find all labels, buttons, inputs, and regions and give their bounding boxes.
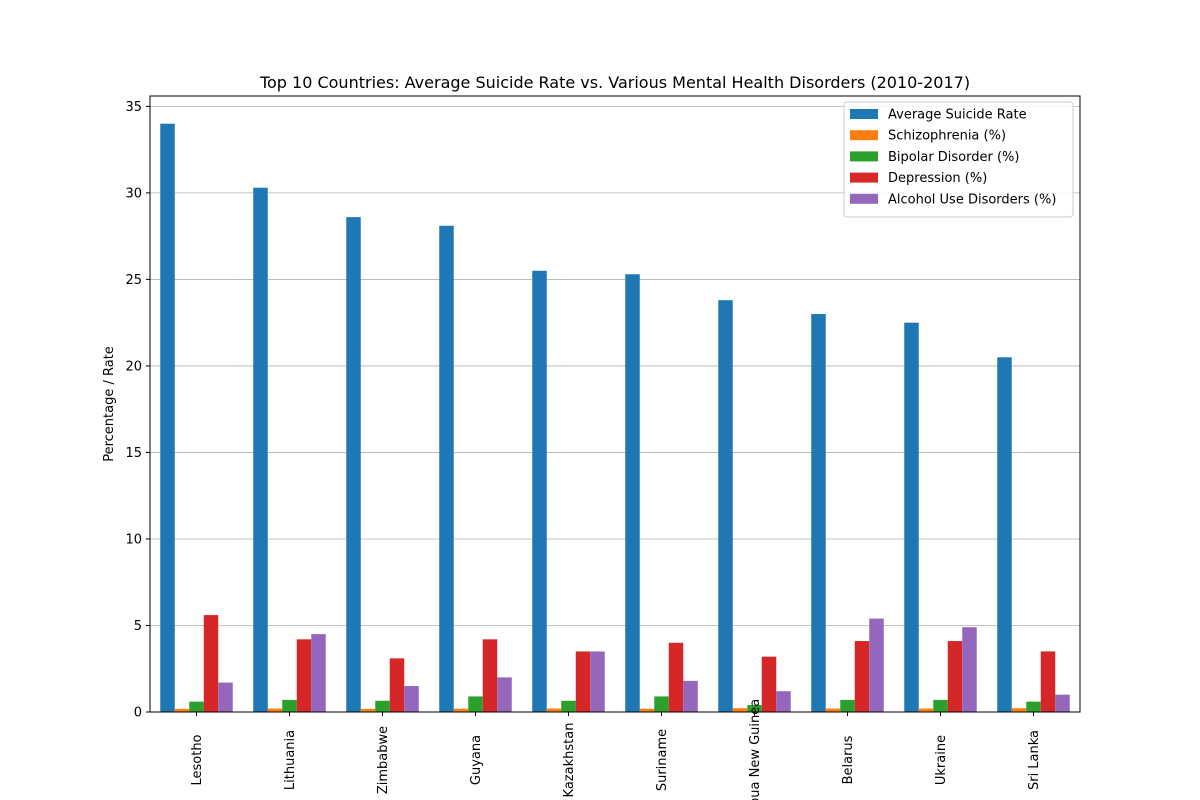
bar — [482, 639, 498, 712]
bar — [404, 686, 419, 712]
bar — [904, 322, 919, 712]
bar — [811, 314, 826, 712]
y-tick-label: 5 — [134, 619, 142, 634]
bar — [869, 618, 884, 712]
bar — [375, 700, 390, 712]
legend-label: Schizophrenia (%) — [888, 129, 1006, 144]
bar — [747, 705, 762, 712]
legend-frame — [843, 101, 1074, 218]
x-tick-label: Guyana — [469, 735, 484, 785]
bar — [497, 677, 512, 712]
x-tick-label: Belarus — [841, 735, 856, 784]
plot-frame — [149, 95, 1081, 713]
bar — [918, 708, 934, 712]
bar — [282, 699, 297, 712]
bar — [311, 634, 326, 712]
bar — [590, 651, 605, 712]
x-tick-label: Kazakhstan — [562, 723, 577, 798]
bar — [761, 656, 777, 712]
bar — [174, 708, 190, 712]
bar — [1055, 694, 1070, 712]
y-tick-label: 35 — [125, 100, 142, 115]
bar — [346, 217, 361, 712]
bar — [160, 123, 175, 712]
x-tick-label: Suriname — [655, 729, 670, 791]
legend-swatch — [850, 193, 878, 204]
x-tick-label: Ukraine — [934, 735, 949, 785]
bar — [1026, 701, 1041, 712]
bar — [854, 641, 870, 712]
y-axis-label: Percentage / Rate — [102, 346, 117, 462]
bar — [296, 639, 312, 712]
bars — [160, 123, 1070, 713]
bar — [1040, 651, 1056, 712]
bar — [776, 691, 791, 712]
bar — [360, 708, 376, 712]
bar — [468, 696, 483, 712]
x-tick-label: Zimbabwe — [376, 726, 391, 794]
bar — [575, 651, 591, 712]
legend-label: Average Suicide Rate — [888, 108, 1027, 123]
bar — [561, 700, 576, 712]
bar — [1011, 708, 1027, 712]
bar — [654, 696, 669, 712]
bar — [683, 680, 698, 712]
bar — [625, 274, 640, 712]
y-tick-label: 30 — [125, 186, 142, 201]
y-tick-label: 20 — [125, 359, 142, 374]
bar — [203, 615, 219, 712]
y-axis: 0 5 10 15 20 25 30 35 — [125, 100, 150, 721]
legend-swatch — [850, 172, 878, 183]
legend-swatch — [850, 109, 878, 119]
y-tick-label: 0 — [134, 706, 142, 721]
legend: Average Suicide Rate Schizophrenia (%) Bip… — [843, 101, 1074, 218]
bar — [532, 270, 547, 712]
bar — [218, 682, 233, 712]
bar — [840, 699, 855, 712]
y-tick-label: 10 — [125, 532, 142, 547]
bar — [453, 708, 469, 712]
x-tick-label: Lithuania — [283, 730, 298, 790]
gridlines — [150, 105, 1080, 626]
bar — [439, 225, 454, 713]
y-tick-label: 15 — [125, 446, 142, 461]
legend-swatch — [850, 130, 878, 141]
bar — [947, 641, 963, 712]
bar — [997, 357, 1012, 712]
x-axis: Lesotho Lithuania Zimbabwe Guyana Kazakhstan… — [190, 699, 1042, 800]
legend-label: Alcohol Use Disorders (%) — [888, 192, 1056, 207]
x-tick-label: Papua New Guinea — [748, 699, 763, 800]
bar — [962, 627, 977, 712]
bar — [639, 708, 655, 712]
x-tick-label: Lesotho — [190, 734, 205, 785]
legend-label: Depression (%) — [888, 171, 987, 186]
bar — [933, 699, 948, 712]
legend-label: Bipolar Disorder (%) — [888, 150, 1019, 165]
bar — [267, 708, 283, 712]
legend-swatch — [850, 151, 878, 162]
bar — [668, 642, 684, 712]
bar — [189, 701, 204, 712]
chart-title: Top 10 Countries: Average Suicide Rate v… — [259, 73, 970, 92]
x-tick-label: Sri Lanka — [1027, 730, 1042, 790]
y-tick-label: 25 — [125, 273, 142, 288]
bar — [546, 708, 562, 712]
bar — [389, 658, 405, 712]
bar — [825, 708, 841, 712]
bar — [253, 187, 268, 712]
bar — [732, 708, 748, 712]
bar — [718, 300, 733, 712]
